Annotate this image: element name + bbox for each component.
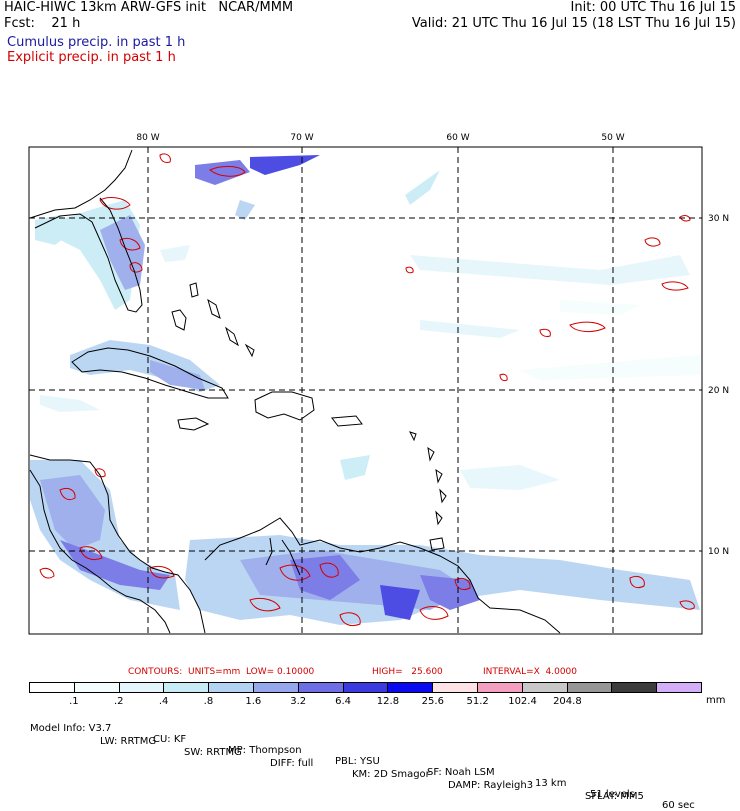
- contour-units-low: CONTOURS: UNITS=mm LOW= 0.10000: [128, 667, 315, 677]
- colorbar-tick-label: .1: [69, 696, 79, 707]
- colorbar-segment: [612, 683, 658, 692]
- colorbar-tick-label: 3.2: [290, 696, 307, 707]
- colorbar-tick-label: 51.2: [466, 696, 489, 707]
- model-version: Model Info: V3.7: [30, 723, 112, 734]
- colorbar-segment: [343, 683, 389, 692]
- colorbar-segment: [657, 683, 701, 692]
- precip-colorbar: [29, 682, 702, 693]
- damping-option: DAMP: Rayleigh3: [448, 780, 534, 791]
- diffusion-option: DIFF: full: [270, 758, 314, 769]
- gridlines: [29, 147, 702, 634]
- colorbar-units: mm: [706, 695, 726, 706]
- contour-interval: INTERVAL=X 4.0000: [483, 667, 578, 677]
- lon-label-60w: 60 W: [446, 133, 469, 143]
- shortwave-scheme: SW: RRTMG: [184, 747, 242, 758]
- time-step: 60 sec: [662, 800, 695, 811]
- coastlines: [29, 149, 561, 634]
- forecast-hour: Fcst: 21 h: [4, 16, 81, 31]
- lon-label-50w: 50 W: [601, 133, 624, 143]
- longwave-scheme: LW: RRTMG: [100, 736, 157, 747]
- colorbar-segment: [253, 683, 299, 692]
- grid-spacing: 13 km: [535, 778, 567, 789]
- cumulus-precip-field: [30, 155, 700, 625]
- surface-layer-option: SFLAY: MM5: [585, 791, 644, 802]
- colorbar-segment: [433, 683, 478, 692]
- colorbar-segment: [30, 683, 75, 692]
- contour-high: HIGH= 25.600: [372, 667, 443, 677]
- colorbar-tick-label: 12.8: [376, 696, 400, 707]
- model-info-line2: LW: RRTMG SW: RRTMG DIFF: full KM: 2D Sm…: [30, 725, 644, 802]
- colorbar-tick-label: 6.4: [335, 696, 352, 707]
- colorbar-segment: [74, 683, 120, 692]
- lat-label-20n: 20 N: [708, 386, 729, 396]
- surface-scheme: SF: Noah LSM: [427, 767, 495, 778]
- colorbar-segment: [522, 683, 568, 692]
- init-time: Init: 00 UTC Thu 16 Jul 15: [570, 0, 736, 15]
- colorbar-segment: [567, 683, 613, 692]
- pbl-scheme: PBL: YSU: [335, 756, 380, 767]
- colorbar-segment: [209, 683, 254, 692]
- colorbar-segment: [388, 683, 434, 692]
- km-option: KM: 2D Smagor: [352, 769, 430, 780]
- colorbar-segment: [164, 683, 210, 692]
- colorbar-ticks: .1 .2 .4 .8 1.6 3.2 6.4 12.8 25.6 51.2 102.4 204.8: [0, 696, 740, 708]
- colorbar-tick-label: .8: [203, 696, 214, 707]
- lat-label-30n: 30 N: [708, 214, 729, 224]
- colorbar-tick-label: 25.6: [421, 696, 444, 707]
- model-title: HAIC-HIWC 13km ARW-GFS init NCAR/MMM: [4, 0, 294, 15]
- lon-label-70w: 70 W: [290, 133, 313, 143]
- lon-label-80w: 80 W: [136, 133, 159, 143]
- valid-time: Valid: 21 UTC Thu 16 Jul 15 (18 LST Thu …: [411, 16, 736, 31]
- colorbar-segment: [298, 683, 344, 692]
- lat-label-10n: 10 N: [708, 547, 729, 557]
- colorbar-segment: [477, 683, 523, 692]
- explicit-precip-contours: [39, 153, 695, 627]
- colorbar-tick-label: 204.8: [553, 696, 582, 707]
- colorbar-tick-label: 102.4: [508, 696, 537, 707]
- colorbar-tick-label: 1.6: [245, 696, 262, 707]
- colorbar-tick-label: .2: [113, 696, 124, 707]
- cumulus-legend: Cumulus precip. in past 1 h: [7, 35, 186, 50]
- colorbar-tick-label: .4: [158, 696, 169, 707]
- colorbar-segment: [119, 683, 165, 692]
- precip-map: 80 W 70 W 60 W 50 W 30 N 20 N 10 N: [28, 133, 729, 635]
- map-frame: [28, 146, 703, 635]
- explicit-legend: Explicit precip. in past 1 h: [7, 50, 176, 65]
